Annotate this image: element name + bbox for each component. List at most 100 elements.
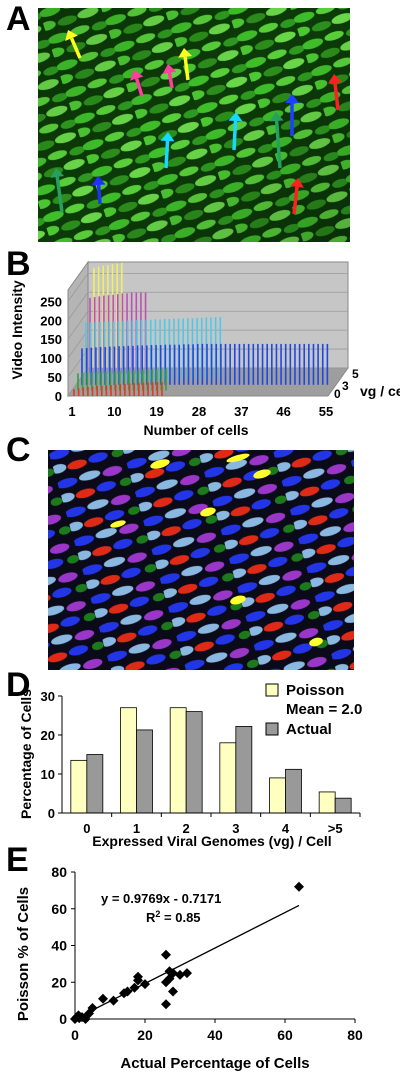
panel-letter-b: B: [6, 245, 31, 283]
chart-d-x-tick: 0: [83, 821, 90, 836]
legend-swatch-poisson: [265, 683, 279, 697]
chart-e-x-ticks: 0 20 40 60 80: [71, 1019, 363, 1043]
chart-e-x-tick: 40: [207, 1027, 223, 1043]
chart-d-x-axis-label: Expressed Viral Genomes (vg) / Cell: [92, 833, 331, 849]
chart-b-z-ticks: 035: [334, 367, 359, 401]
chart-b-x-tick: 28: [192, 404, 206, 419]
yellow-cell: [253, 469, 271, 479]
chart-e-x-tick: 80: [347, 1027, 363, 1043]
chart-e-y-ticks: 0 20 40 60 80: [51, 864, 75, 1027]
chart-d-x-ticks: 0 1 2 3 4 >5: [83, 813, 361, 836]
chart-b-x-tick: 1: [68, 404, 75, 419]
chart-panel-e: 0 20 40 60 80 0 20 40 60 80 y = 0.9769x - 0.7171…: [0, 858, 400, 1081]
chart-e-equation: y = 0.9769x - 0.7171: [101, 891, 221, 906]
panel-letter-c: C: [6, 431, 31, 469]
arrow-icon: [228, 112, 243, 151]
arrow-icon: [178, 48, 193, 81]
chart-d-bar: [120, 707, 137, 814]
chart-b-bars: [73, 262, 329, 396]
micrograph-panel-c: [48, 450, 354, 670]
arrow-icon: [50, 168, 65, 213]
yellow-cell: [150, 459, 170, 469]
chart-d-x-tick: 3: [232, 821, 239, 836]
chart-e-point: [133, 971, 143, 982]
chart-b-x-tick: 10: [107, 404, 121, 419]
chart-e-y-tick: 20: [51, 974, 67, 990]
panel-letter-a: A: [6, 0, 31, 38]
arrow-icon: [162, 64, 177, 89]
chart-d-y-axis-label: Percentage of Cells: [18, 689, 34, 819]
arrow-icon: [290, 178, 304, 215]
chart-b-x-tick: 46: [276, 404, 290, 419]
chart-d-x-tick: 2: [183, 821, 190, 836]
chart-d-y-ticks: 0 10 20 30: [41, 689, 62, 821]
panel-a-arrows: [50, 30, 342, 215]
chart-b-y-tick: 200: [40, 313, 62, 328]
chart-e-y-tick: 0: [59, 1011, 67, 1027]
chart-e-x-tick: 20: [137, 1027, 153, 1043]
chart-panel-d: 0 10 20 30 0 1 2 3 4 >5 Percentage of Cells Expr…: [0, 674, 400, 850]
chart-d-bar: [169, 707, 187, 814]
chart-d-bar: [86, 754, 104, 814]
chart-e-point: [84, 1008, 94, 1019]
legend-label-poisson-line1: Poisson: [286, 682, 344, 699]
chart-e-point: [140, 979, 150, 990]
chart-d-bar: [136, 729, 153, 814]
chart-d-bar: [318, 791, 336, 814]
legend-swatch-actual: [265, 722, 279, 736]
panel-c-yellow-cells: [110, 453, 323, 647]
chart-d-bar: [185, 711, 203, 814]
chart-b-z-tick: 3: [342, 379, 349, 393]
chart-d-legend: Poisson Mean = 2.0 Actual: [265, 682, 362, 738]
chart-d-bar: [334, 797, 352, 814]
chart-b-x-axis-label: Number of cells: [143, 422, 248, 438]
chart-b-y-tick: 250: [40, 294, 62, 309]
chart-d-x-tick: 4: [282, 821, 290, 836]
chart-d-x-tick: >5: [328, 821, 343, 836]
chart-e-y-tick: 40: [51, 938, 67, 954]
chart-b-z-tick: 5: [352, 367, 359, 381]
arrow-icon: [285, 94, 299, 136]
chart-b-x-tick: 19: [149, 404, 163, 419]
chart-b-y-tick: 50: [48, 370, 62, 385]
chart-e-y-axis-label: Poisson % of Cells: [15, 887, 32, 1021]
chart-e-point: [182, 968, 192, 979]
chart-e-x-tick: 0: [71, 1027, 79, 1043]
chart-e-point: [98, 993, 108, 1004]
chart-d-svg: 0 10 20 30 0 1 2 3 4 >5 Percentage of Cells Expr…: [18, 682, 362, 849]
yellow-cell: [200, 507, 216, 517]
chart-d-y-tick: 30: [41, 689, 55, 704]
chart-d-y-tick: 20: [41, 728, 55, 743]
panel-letter-e: E: [6, 841, 29, 879]
chart-e-point: [129, 982, 140, 993]
chart-e-r-squared: R2 = 0.85: [146, 909, 201, 925]
micrograph-a-image: [38, 8, 350, 242]
chart-e-svg: 0 20 40 60 80 0 20 40 60 80 y = 0.9769x - 0.7171…: [15, 864, 363, 1072]
chart-e-points: [70, 881, 304, 1024]
chart-b-y-ticks: 0 50 100 150 200 250: [40, 294, 62, 404]
chart-d-y-tick: 10: [41, 767, 55, 782]
chart-e-point: [108, 995, 119, 1006]
chart-d-x-tick: 1: [133, 821, 140, 836]
arrow-icon: [328, 74, 342, 111]
chart-b-x-ticks: 1 10 19 28 37 46 55: [68, 404, 333, 419]
yellow-cell: [110, 520, 126, 528]
chart-e-point: [161, 999, 171, 1010]
panel-letter-d: D: [6, 666, 31, 704]
chart-e-point: [122, 986, 133, 997]
legend-label-actual: Actual: [286, 721, 332, 738]
chart-d-bar: [219, 742, 237, 814]
chart-e-point: [294, 881, 304, 892]
chart-d-bar: [285, 768, 302, 814]
arrow-icon: [91, 176, 106, 205]
chart-d-y-tick: 0: [48, 806, 55, 821]
yellow-cell: [230, 595, 246, 605]
chart-d-bar: [235, 726, 253, 814]
chart-e-point: [87, 1002, 98, 1013]
chart-b-y-tick: 100: [40, 351, 62, 366]
micrograph-c-image: [48, 450, 354, 670]
legend-label-poisson-line2: Mean = 2.0: [286, 701, 362, 718]
chart-e-point: [168, 986, 178, 997]
arrow-icon: [129, 70, 144, 97]
